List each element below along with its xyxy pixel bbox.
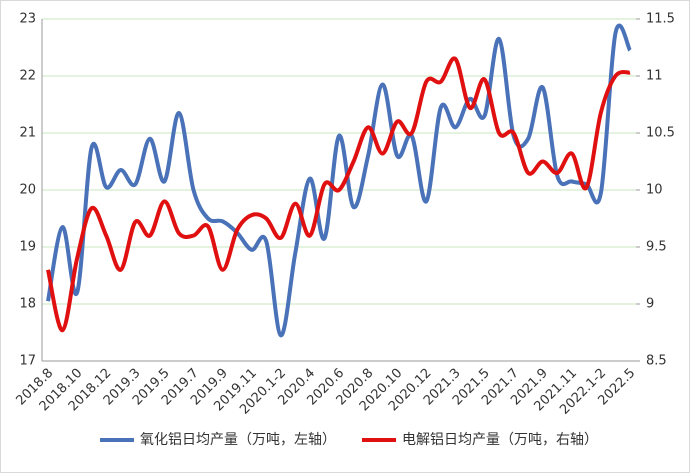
- series-line: [46, 56, 631, 333]
- y-tick-label: 20: [19, 183, 36, 198]
- y2-tick-label: 11: [646, 69, 663, 84]
- series-line: [46, 23, 632, 338]
- y-tick-label: 17: [19, 354, 36, 369]
- legend-label: 氧化铝日均产量（万吨，左轴）: [140, 432, 336, 448]
- legend-label: 电解铝日均产量（万吨，右轴）: [402, 432, 598, 448]
- y-tick-label: 21: [19, 126, 36, 141]
- y-tick-label: 23: [19, 12, 36, 27]
- y2-tick-label: 11.5: [646, 12, 675, 27]
- y2-tick-label: 10: [646, 183, 663, 198]
- y-tick-label: 18: [19, 297, 36, 312]
- y2-tick-label: 10.5: [646, 126, 675, 141]
- y2-tick-label: 9: [646, 297, 654, 312]
- y-tick-label: 22: [19, 69, 36, 84]
- y2-tick-label: 9.5: [646, 240, 667, 255]
- y-tick-label: 19: [19, 240, 36, 255]
- y2-tick-label: 8.5: [646, 354, 667, 369]
